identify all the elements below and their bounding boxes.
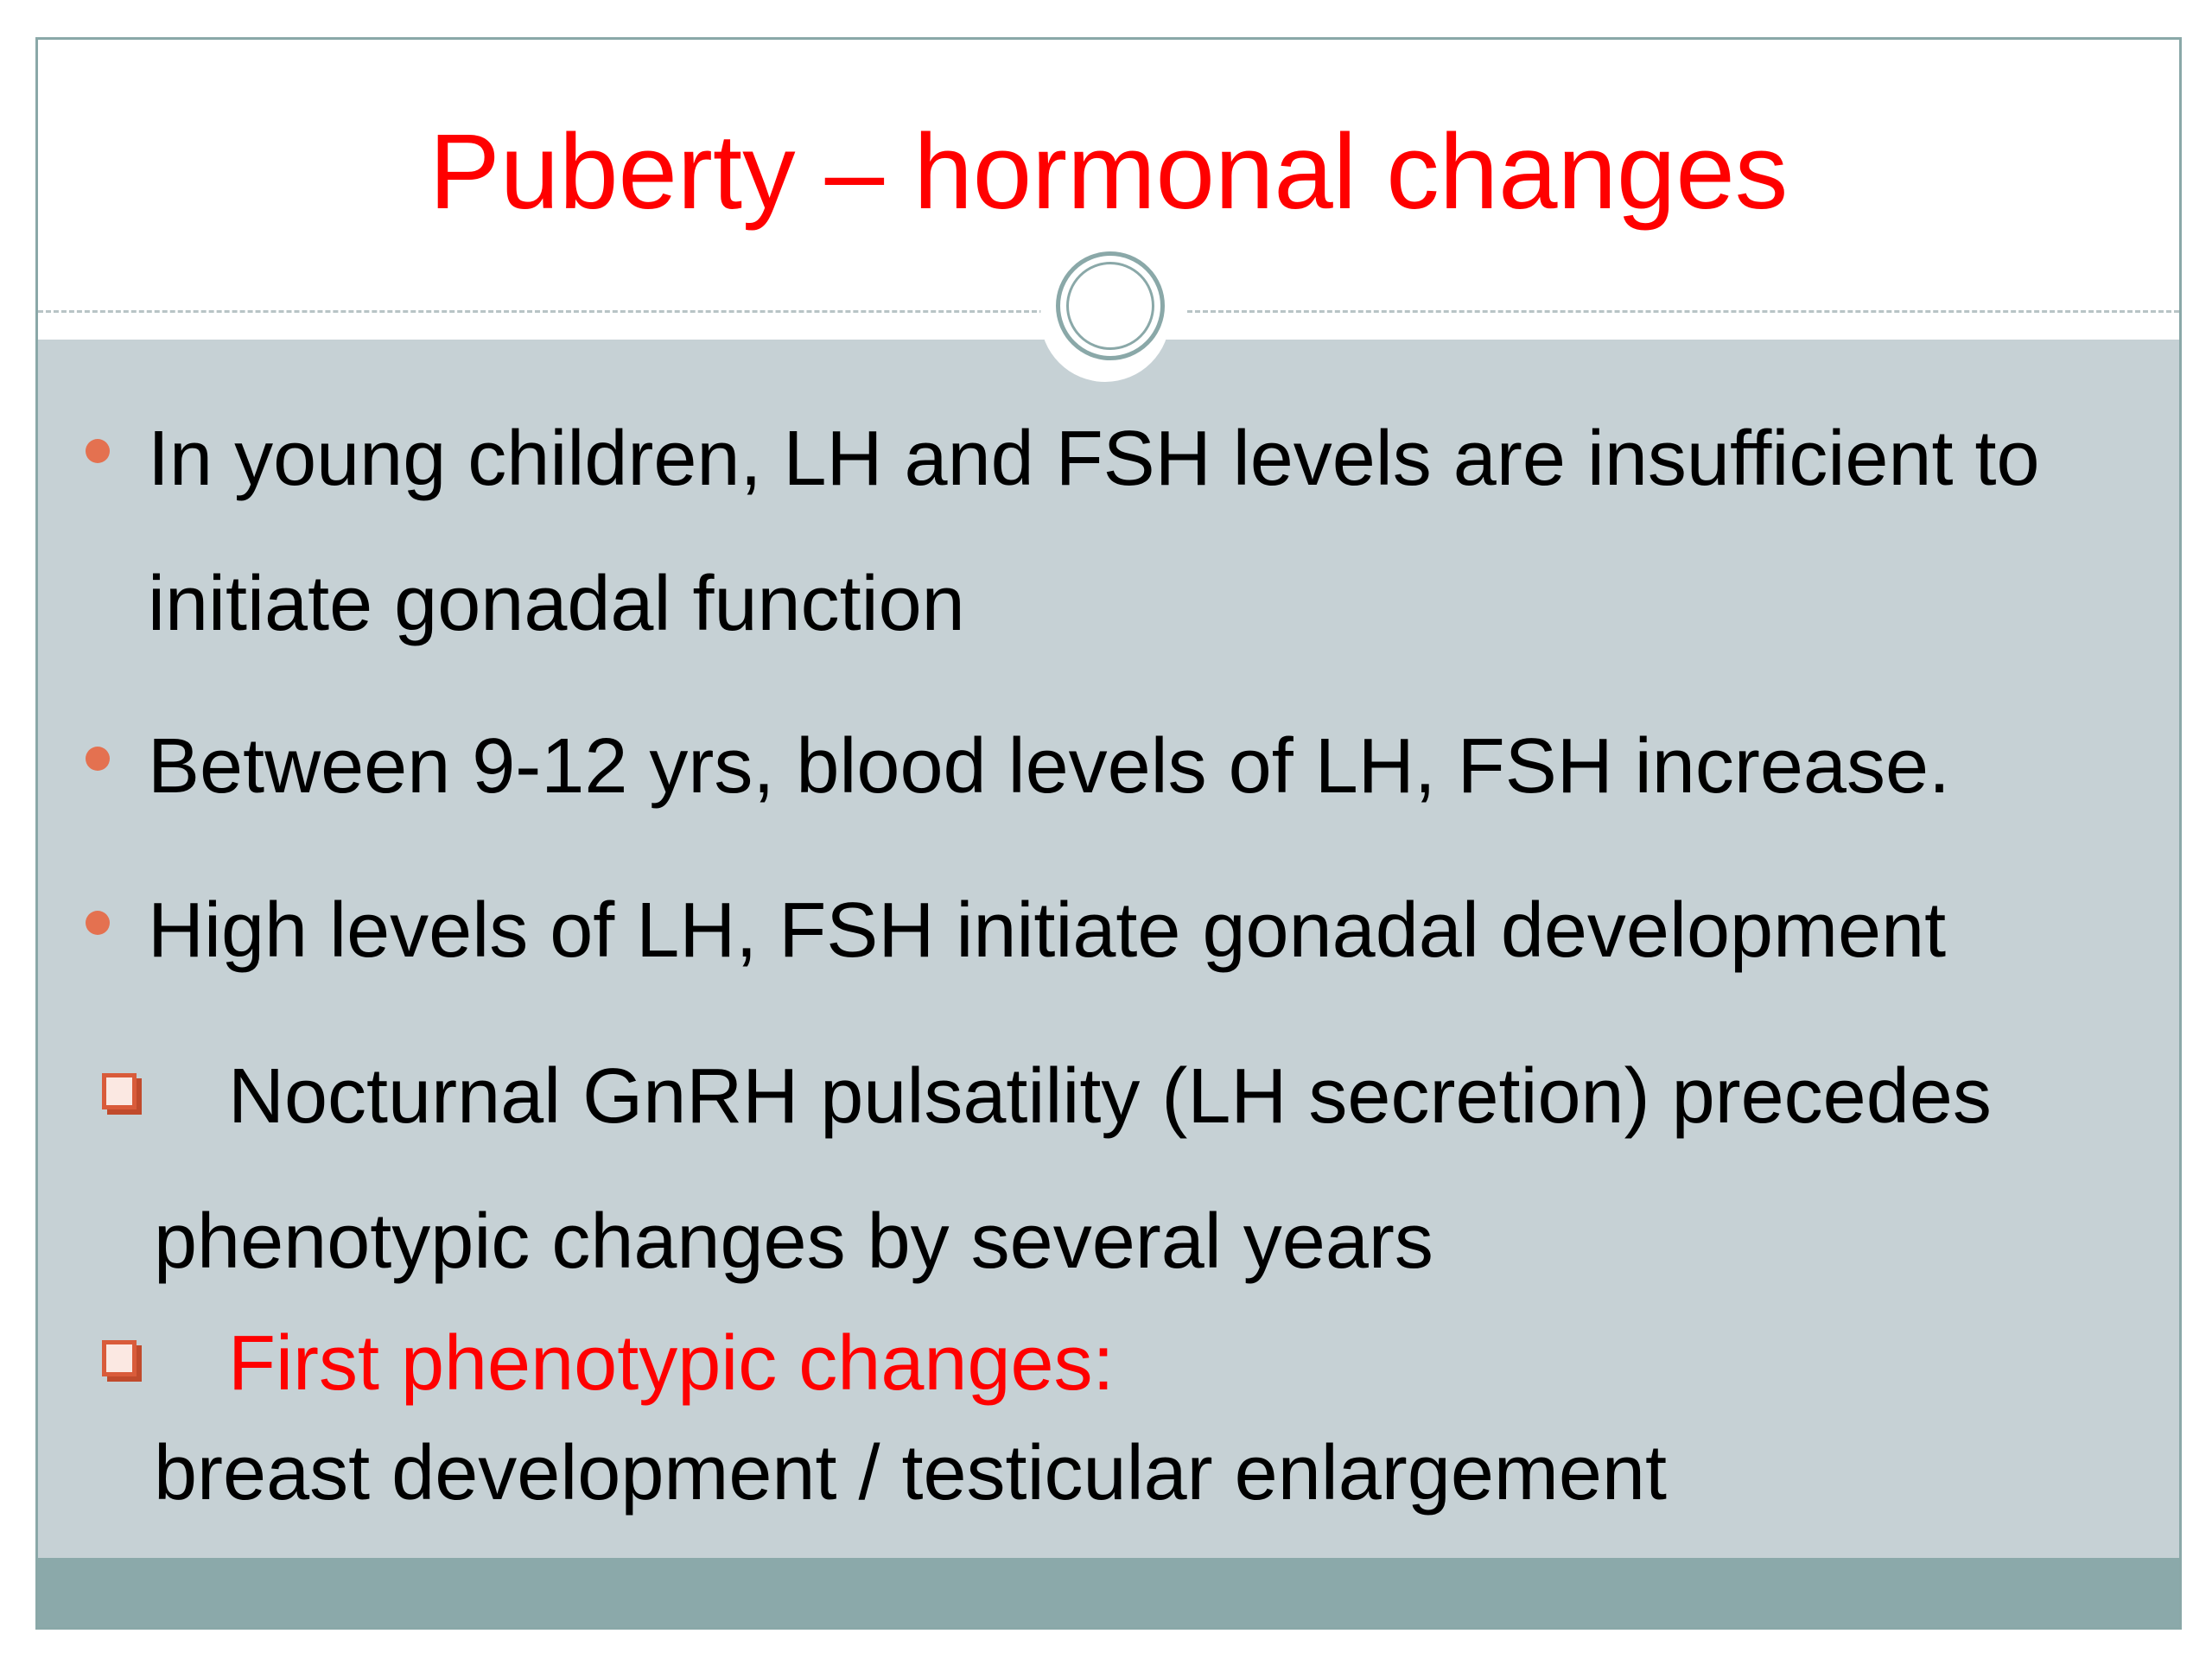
- bullet-dot-icon: [86, 439, 110, 463]
- bullet-1-line-2: initiate gonadal function: [148, 561, 965, 647]
- sub-item-2-line-2: breast development / testicular enlargem…: [154, 1430, 1667, 1516]
- bullet-1-line-1: In young children, LH and FSH levels are…: [148, 416, 2040, 502]
- bullet-dot-icon: [86, 747, 110, 771]
- checkbox-bullet-icon: [102, 1073, 137, 1109]
- sub-item-2-line-1: First phenotypic changes:: [228, 1320, 1115, 1407]
- circle-ornament-icon: [1056, 251, 1165, 360]
- bullet-dot-icon: [86, 911, 110, 935]
- footer-bar: [38, 1558, 2179, 1627]
- slide-body: [38, 340, 2179, 1592]
- sub-item-1-line-1: Nocturnal GnRH pulsatility (LH secretion…: [228, 1053, 1992, 1140]
- slide: Puberty – hormonal changes In young chil…: [35, 37, 2182, 1630]
- sub-item-1-line-2: phenotypic changes by several years: [154, 1198, 1433, 1285]
- checkbox-bullet-icon: [102, 1340, 137, 1376]
- slide-title: Puberty – hormonal changes: [429, 113, 1789, 232]
- circle-ornament-inner: [1066, 262, 1154, 350]
- bullet-2-line-1: Between 9-12 yrs, blood levels of LH, FS…: [148, 723, 1950, 810]
- header-divider-left: [38, 310, 1045, 313]
- bullet-3-line-1: High levels of LH, FSH initiate gonadal …: [148, 887, 1947, 974]
- header-divider-right: [1187, 310, 2179, 313]
